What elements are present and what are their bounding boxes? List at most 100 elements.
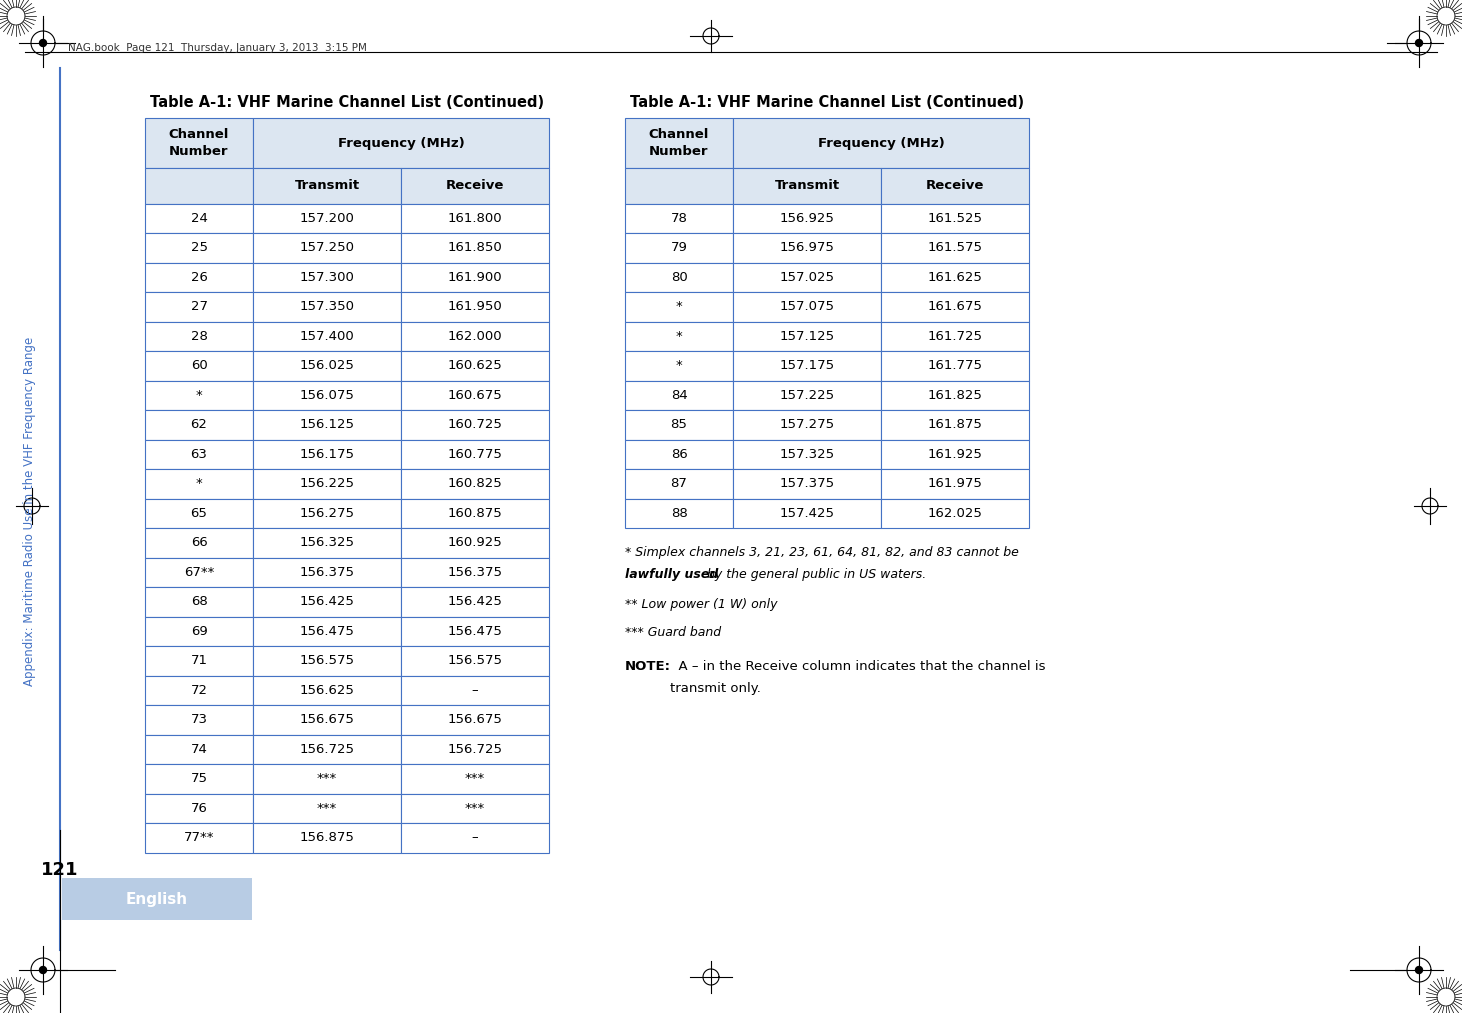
FancyBboxPatch shape [882, 469, 1029, 498]
FancyBboxPatch shape [732, 410, 882, 440]
Text: 157.200: 157.200 [300, 212, 354, 225]
FancyBboxPatch shape [401, 793, 550, 823]
FancyBboxPatch shape [732, 498, 882, 528]
FancyBboxPatch shape [732, 168, 882, 204]
Text: 68: 68 [190, 596, 208, 608]
Text: 161.950: 161.950 [447, 300, 503, 313]
FancyBboxPatch shape [145, 168, 253, 204]
FancyBboxPatch shape [401, 204, 550, 233]
Text: *** Guard band: *** Guard band [624, 626, 721, 639]
Text: 161.725: 161.725 [927, 330, 982, 342]
FancyBboxPatch shape [253, 440, 401, 469]
FancyBboxPatch shape [253, 705, 401, 734]
Text: 160.775: 160.775 [447, 448, 503, 461]
Text: *: * [675, 300, 683, 313]
Text: 156.175: 156.175 [300, 448, 354, 461]
Text: 157.250: 157.250 [300, 241, 354, 254]
Text: transmit only.: transmit only. [670, 682, 760, 695]
Text: 160.675: 160.675 [447, 389, 503, 402]
FancyBboxPatch shape [624, 410, 732, 440]
FancyBboxPatch shape [145, 734, 253, 764]
Text: 63: 63 [190, 448, 208, 461]
Text: 73: 73 [190, 713, 208, 726]
Text: 156.425: 156.425 [300, 596, 354, 608]
FancyBboxPatch shape [401, 352, 550, 381]
Text: 161.775: 161.775 [927, 360, 982, 373]
FancyBboxPatch shape [882, 321, 1029, 352]
Text: 157.225: 157.225 [779, 389, 835, 402]
FancyBboxPatch shape [145, 410, 253, 440]
FancyBboxPatch shape [401, 498, 550, 528]
Text: 156.325: 156.325 [300, 536, 354, 549]
Text: 25: 25 [190, 241, 208, 254]
Text: 156.575: 156.575 [300, 654, 354, 668]
Text: 157.175: 157.175 [779, 360, 835, 373]
FancyBboxPatch shape [145, 262, 253, 292]
FancyBboxPatch shape [145, 469, 253, 498]
Text: 65: 65 [190, 506, 208, 520]
Text: 156.975: 156.975 [779, 241, 835, 254]
Text: A – in the Receive column indicates that the channel is: A – in the Receive column indicates that… [670, 660, 1045, 673]
FancyBboxPatch shape [145, 233, 253, 262]
Text: 156.025: 156.025 [300, 360, 354, 373]
FancyBboxPatch shape [624, 233, 732, 262]
Text: 157.275: 157.275 [779, 418, 835, 432]
FancyBboxPatch shape [882, 292, 1029, 321]
Text: 157.075: 157.075 [779, 300, 835, 313]
FancyBboxPatch shape [253, 557, 401, 588]
Polygon shape [1415, 38, 1423, 48]
Text: 161.850: 161.850 [447, 241, 503, 254]
Text: lawfully used: lawfully used [624, 568, 718, 581]
Text: 87: 87 [671, 477, 687, 490]
FancyBboxPatch shape [401, 557, 550, 588]
FancyBboxPatch shape [145, 705, 253, 734]
Text: 161.800: 161.800 [447, 212, 503, 225]
Text: ** Low power (1 W) only: ** Low power (1 W) only [624, 598, 778, 611]
FancyBboxPatch shape [624, 262, 732, 292]
Text: ***: *** [317, 772, 338, 785]
FancyBboxPatch shape [145, 764, 253, 793]
Text: 67**: 67** [184, 566, 215, 578]
Text: 161.875: 161.875 [927, 418, 982, 432]
Text: Transmit: Transmit [294, 179, 360, 192]
FancyBboxPatch shape [145, 498, 253, 528]
Text: Table A-1: VHF Marine Channel List (Continued): Table A-1: VHF Marine Channel List (Cont… [151, 95, 544, 110]
FancyBboxPatch shape [145, 646, 253, 676]
Text: 156.475: 156.475 [447, 625, 503, 638]
Text: Channel
Number: Channel Number [168, 128, 230, 158]
Text: 161.625: 161.625 [927, 270, 982, 284]
Text: 24: 24 [190, 212, 208, 225]
FancyBboxPatch shape [253, 204, 401, 233]
Text: 62: 62 [190, 418, 208, 432]
Polygon shape [1415, 965, 1423, 975]
FancyBboxPatch shape [401, 705, 550, 734]
Text: 156.725: 156.725 [447, 743, 503, 756]
Text: 157.325: 157.325 [779, 448, 835, 461]
Text: 156.275: 156.275 [300, 506, 354, 520]
FancyBboxPatch shape [624, 321, 732, 352]
Text: 160.825: 160.825 [447, 477, 503, 490]
FancyBboxPatch shape [882, 352, 1029, 381]
Polygon shape [39, 38, 47, 48]
Text: 157.375: 157.375 [779, 477, 835, 490]
FancyBboxPatch shape [624, 168, 732, 204]
FancyBboxPatch shape [253, 469, 401, 498]
Text: ***: *** [317, 802, 338, 814]
FancyBboxPatch shape [401, 528, 550, 557]
Text: 74: 74 [190, 743, 208, 756]
Text: 162.025: 162.025 [927, 506, 982, 520]
FancyBboxPatch shape [401, 734, 550, 764]
FancyBboxPatch shape [732, 292, 882, 321]
Text: 156.875: 156.875 [300, 832, 354, 844]
FancyBboxPatch shape [145, 793, 253, 823]
Bar [61, 878, 251, 920]
FancyBboxPatch shape [253, 410, 401, 440]
FancyBboxPatch shape [253, 528, 401, 557]
FancyBboxPatch shape [401, 764, 550, 793]
FancyBboxPatch shape [732, 233, 882, 262]
FancyBboxPatch shape [401, 292, 550, 321]
FancyBboxPatch shape [253, 233, 401, 262]
Text: 160.725: 160.725 [447, 418, 503, 432]
FancyBboxPatch shape [253, 734, 401, 764]
Text: 161.525: 161.525 [927, 212, 982, 225]
